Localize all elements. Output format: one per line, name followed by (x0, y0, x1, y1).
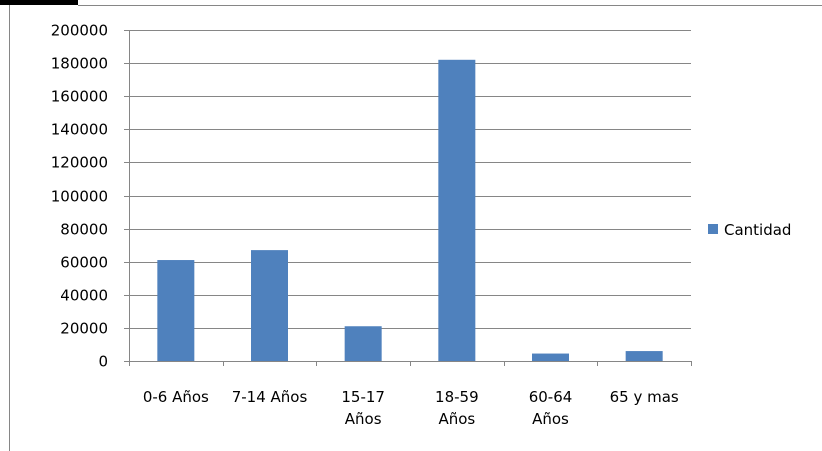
bar (532, 353, 569, 361)
x-tick-label: 60-64 (529, 388, 573, 406)
legend-swatch-cantidad (708, 224, 718, 234)
bar (157, 260, 195, 361)
x-tick-label: 65 y mas (610, 388, 679, 406)
y-tick-label: 60000 (60, 254, 108, 272)
x-tick-label: 15-17 (341, 388, 385, 406)
bar (344, 326, 382, 361)
legend-label-cantidad: Cantidad (724, 221, 791, 239)
x-axis-labels: 0-6 Años 7-14 Años 15-17 Años 18-59 Años 60-64… (143, 388, 679, 428)
x-tick-label: Años (438, 410, 475, 428)
y-tick-label: 100000 (51, 188, 108, 206)
gridlines (129, 30, 691, 329)
y-tick-label: 80000 (60, 221, 108, 239)
y-tick-label: 140000 (51, 121, 108, 139)
x-tick-label: 18-59 (435, 388, 479, 406)
bar (438, 59, 476, 361)
x-tick-label: Años (345, 410, 382, 428)
y-tick-label: 200000 (51, 22, 108, 40)
legend: Cantidad (708, 221, 791, 239)
y-tick-label: 180000 (51, 55, 108, 73)
bars (157, 59, 663, 361)
y-tick-label: 40000 (60, 287, 108, 305)
x-tick-label: 0-6 Años (143, 388, 209, 406)
y-tick-label: 0 (98, 353, 108, 371)
y-tick-label: 20000 (60, 320, 108, 338)
y-tick-label: 160000 (51, 88, 108, 106)
bar (251, 250, 288, 361)
bar (625, 351, 663, 361)
top-left-fragment (0, 0, 78, 5)
x-tick-label: Años (532, 410, 569, 428)
x-tick-label: 7-14 Años (232, 388, 308, 406)
y-axis-ticks: 0 20000 40000 60000 80000 100000 120000 140000 1… (51, 22, 129, 371)
y-tick-label: 120000 (51, 154, 108, 172)
